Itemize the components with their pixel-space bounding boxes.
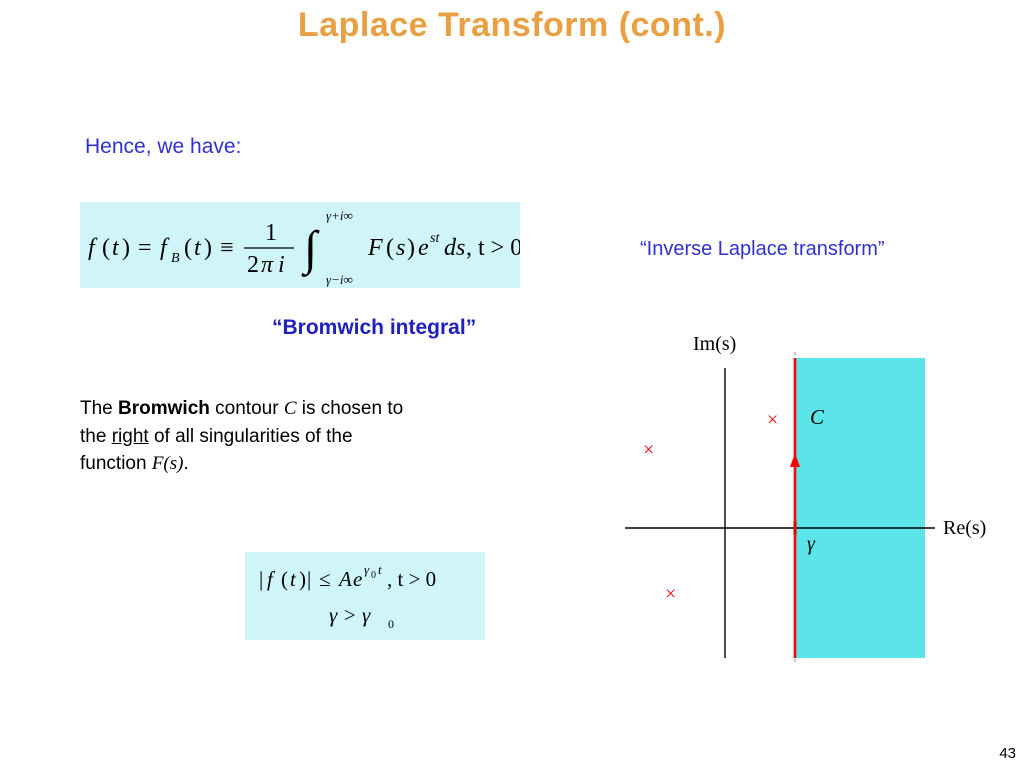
svg-text:|: |	[259, 567, 263, 591]
equation-bromwich: f ( t ) = f B ( t ) ≡ 1 2 π i ∫ γ+i∞ γ−i…	[80, 202, 520, 288]
svg-text:t: t	[290, 567, 297, 591]
svg-text:Im(s): Im(s)	[693, 333, 736, 355]
svg-text:γ−i∞: γ−i∞	[326, 272, 353, 287]
svg-text:, t > 0: , t > 0	[387, 567, 436, 591]
page-number: 43	[999, 745, 1016, 762]
para-text: The	[80, 398, 118, 419]
svg-text:(: (	[184, 235, 192, 261]
para-bromwich-word: Bromwich	[118, 398, 210, 419]
para-Fs: F(s)	[152, 453, 184, 474]
svg-text:(: (	[281, 567, 288, 591]
svg-text:γ > γ: γ > γ	[329, 603, 371, 627]
svg-text:f: f	[267, 567, 276, 591]
para-right-word: right	[112, 426, 149, 447]
svg-text:×: ×	[643, 439, 654, 461]
bromwich-integral-heading: “Bromwich integral”	[272, 316, 476, 340]
svg-text:|: |	[307, 567, 311, 591]
svg-text:t: t	[194, 235, 202, 261]
contour-paragraph: The Bromwich contour C is chosen to the …	[80, 395, 420, 478]
svg-text:B: B	[171, 251, 180, 266]
svg-text:f: f	[160, 235, 170, 261]
svg-text:): )	[407, 235, 415, 261]
svg-text:Re(s): Re(s)	[943, 517, 986, 539]
svg-text:C: C	[810, 405, 825, 429]
svg-text:e: e	[418, 235, 429, 261]
svg-text:2: 2	[247, 252, 259, 278]
svg-text:×: ×	[665, 583, 676, 605]
svg-text:π: π	[261, 252, 274, 278]
inverse-laplace-label: “Inverse Laplace transform”	[640, 238, 885, 261]
svg-text:×: ×	[767, 409, 778, 431]
svg-text:(: (	[386, 235, 394, 261]
svg-text:F: F	[367, 235, 383, 261]
svg-text:t: t	[378, 562, 382, 577]
svg-text:≤: ≤	[319, 567, 331, 591]
svg-text:γ: γ	[364, 562, 370, 577]
svg-text:ds: ds	[444, 235, 465, 261]
hence-text: Hence, we have:	[85, 135, 241, 159]
slide-title: Laplace Transform (cont.)	[0, 0, 1024, 45]
svg-text:t: t	[112, 235, 120, 261]
svg-text:, t > 0: , t > 0	[466, 235, 520, 261]
svg-text:): )	[299, 567, 306, 591]
svg-text:s: s	[396, 235, 405, 261]
svg-text:γ+i∞: γ+i∞	[326, 208, 353, 223]
svg-text:f: f	[88, 235, 98, 261]
svg-text:1: 1	[265, 220, 277, 246]
svg-text:): )	[204, 235, 212, 261]
svg-text:i: i	[278, 252, 285, 278]
svg-text:): )	[122, 235, 130, 261]
svg-text:≡: ≡	[220, 235, 234, 261]
svg-text:e: e	[353, 567, 362, 591]
svg-text:γ: γ	[807, 533, 816, 555]
svg-text:(: (	[102, 235, 110, 261]
svg-text:=: =	[138, 235, 152, 261]
svg-text:A: A	[337, 567, 352, 591]
svg-text:0: 0	[371, 570, 376, 581]
para-C: C	[284, 398, 297, 419]
svg-text:st: st	[430, 231, 440, 246]
contour-diagram: × × × Im(s) Re(s) Cγ	[585, 328, 1005, 668]
svg-text:0: 0	[388, 617, 394, 631]
equation-bound: | f ( t ) | ≤ A e γ 0 t , t > 0 γ > γ 0	[245, 552, 485, 640]
svg-text:∫: ∫	[301, 222, 320, 277]
